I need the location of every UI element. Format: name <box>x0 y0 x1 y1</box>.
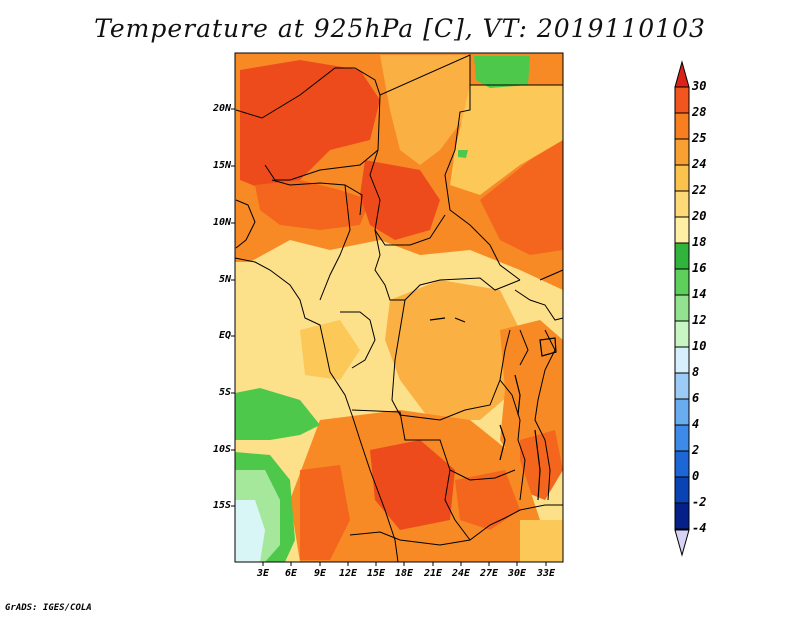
lon-label-21e: 21E <box>423 568 443 579</box>
colorbar-label-0: 0 <box>692 469 700 483</box>
lat-label-10s: 10S <box>212 444 231 455</box>
temp-field-red-east <box>480 140 563 255</box>
colorbar-label-14: 14 <box>692 287 707 301</box>
lon-label-27e: 27E <box>479 568 499 579</box>
temp-field-red-central <box>360 160 440 240</box>
colorbar-label-neg2: -2 <box>692 495 707 509</box>
lon-label-18e: 18E <box>394 568 414 579</box>
colorbar-label-24: 24 <box>692 157 707 171</box>
colorbar-swatch <box>674 372 690 400</box>
colorbar-label-20: 20 <box>692 209 707 223</box>
colorbar-swatch <box>674 424 690 452</box>
colorbar-swatch <box>674 242 690 270</box>
colorbar-swatch <box>674 320 690 348</box>
colorbar-swatch <box>674 190 690 218</box>
temp-field-green-atlantic <box>235 388 320 440</box>
colorbar-label-8: 8 <box>692 365 700 379</box>
lat-label-20n: 20N <box>212 103 231 114</box>
country-borders <box>234 54 564 563</box>
lon-label-9e: 9E <box>313 568 327 579</box>
colorbar-label-18: 18 <box>692 235 707 249</box>
temp-field-red-south <box>370 440 455 530</box>
colorbar-label-22: 22 <box>692 183 707 197</box>
lat-label-5s: 5S <box>218 387 231 398</box>
temp-field-gabon <box>300 320 360 380</box>
temp-field-paleblue-benguela <box>235 500 265 562</box>
colorbar-bottom-arrow <box>674 529 690 557</box>
colorbar-swatch <box>674 476 690 504</box>
colorbar-swatch <box>674 450 690 478</box>
temp-field-red-southeast <box>455 470 520 530</box>
lakes <box>429 317 557 501</box>
colorbar-swatch <box>674 138 690 166</box>
colorbar-swatch <box>674 216 690 244</box>
colorbar-swatch <box>674 294 690 322</box>
colorbar-swatch <box>674 502 690 530</box>
lat-label-5n: 5N <box>218 274 231 285</box>
colorbar-label-6: 6 <box>692 391 700 405</box>
lat-label-15n: 15N <box>212 160 231 171</box>
colorbar-label-4: 4 <box>692 417 700 431</box>
temp-field-green-north <box>474 56 530 88</box>
colorbar-label-25: 25 <box>692 131 707 145</box>
lon-ticks <box>262 562 547 566</box>
lat-ticks <box>231 108 235 507</box>
colorbar <box>674 60 690 557</box>
temp-field-yellow-northeast <box>450 85 563 195</box>
lat-label-10n: 10N <box>212 217 231 228</box>
temp-field-red-west-sahel <box>255 180 370 230</box>
colorbar-label-neg4: -4 <box>692 521 707 535</box>
lon-label-3e: 3E <box>256 568 270 579</box>
lon-label-15e: 15E <box>366 568 386 579</box>
lon-label-6e: 6E <box>284 568 298 579</box>
colorbar-swatch <box>674 86 690 114</box>
colorbar-swatch <box>674 346 690 374</box>
colorbar-swatch <box>674 398 690 426</box>
colorbar-label-2: 2 <box>692 443 700 457</box>
map-title: Temperature at 925hPa [C], VT: 201911010… <box>94 14 706 43</box>
temp-field-west-coast <box>235 262 320 390</box>
temp-field-red-east-lakes <box>520 430 563 500</box>
grads-credit: GrADS: IGES/COLA <box>5 603 92 613</box>
temp-field-orange-congo <box>385 280 520 420</box>
map-frame <box>234 52 564 563</box>
lon-label-30e: 30E <box>507 568 527 579</box>
temp-field-yellow-north <box>380 55 470 165</box>
lon-label-12e: 12E <box>338 568 358 579</box>
colorbar-swatch <box>674 164 690 192</box>
map-panel <box>231 52 564 566</box>
colorbar-top-arrow <box>674 60 690 88</box>
colorbar-label-10: 10 <box>692 339 707 353</box>
lon-label-33e: 33E <box>536 568 556 579</box>
colorbar-label-28: 28 <box>692 105 707 119</box>
colorbar-label-30: 30 <box>692 79 707 93</box>
temp-field-red-northwest <box>240 60 380 190</box>
temp-field-yellow-southeast <box>520 520 563 562</box>
lat-label-15s: 15S <box>212 500 231 511</box>
temp-field-dark-south <box>300 465 350 560</box>
colorbar-segments <box>674 86 690 530</box>
colorbar-swatch <box>674 112 690 140</box>
colorbar-label-16: 16 <box>692 261 707 275</box>
colorbar-swatch <box>674 268 690 296</box>
lon-label-24e: 24E <box>451 568 471 579</box>
lat-label-eq: EQ <box>218 330 231 341</box>
temp-field-green-spot <box>458 150 468 158</box>
colorbar-label-12: 12 <box>692 313 707 327</box>
